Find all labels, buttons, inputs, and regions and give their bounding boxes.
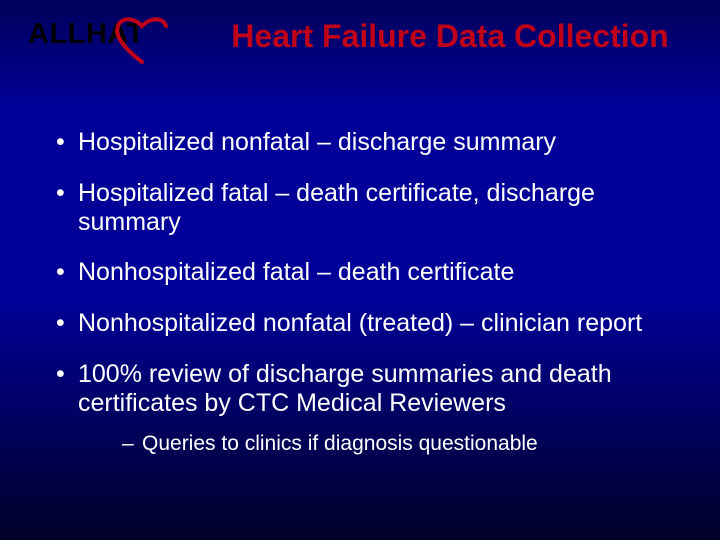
heart-path xyxy=(117,19,166,62)
bullet-text: Hospitalized nonfatal – discharge summar… xyxy=(78,128,556,156)
list-item: Nonhospitalized nonfatal (treated) – cli… xyxy=(52,309,680,338)
sub-bullet-list: Queries to clinics if diagnosis question… xyxy=(122,431,680,456)
bullet-text: Hospitalized fatal – death certificate, … xyxy=(78,179,595,236)
bullet-list: Hospitalized nonfatal – discharge summar… xyxy=(52,128,680,456)
sub-bullet-text: Queries to clinics if diagnosis question… xyxy=(142,432,538,455)
list-item: Hospitalized fatal – death certificate, … xyxy=(52,179,680,237)
bullet-text: 100% review of discharge summaries and d… xyxy=(78,360,612,417)
heart-icon xyxy=(112,14,172,66)
list-item: Nonhospitalized fatal – death certificat… xyxy=(52,258,680,287)
bullet-text: Nonhospitalized nonfatal (treated) – cli… xyxy=(78,309,642,337)
list-item: 100% review of discharge summaries and d… xyxy=(52,360,680,457)
sub-list-item: Queries to clinics if diagnosis question… xyxy=(122,431,680,456)
list-item: Hospitalized nonfatal – discharge summar… xyxy=(52,128,680,157)
bullet-content: Hospitalized nonfatal – discharge summar… xyxy=(52,128,680,478)
bullet-text: Nonhospitalized fatal – death certificat… xyxy=(78,258,514,286)
slide-title: Heart Failure Data Collection xyxy=(230,18,670,55)
